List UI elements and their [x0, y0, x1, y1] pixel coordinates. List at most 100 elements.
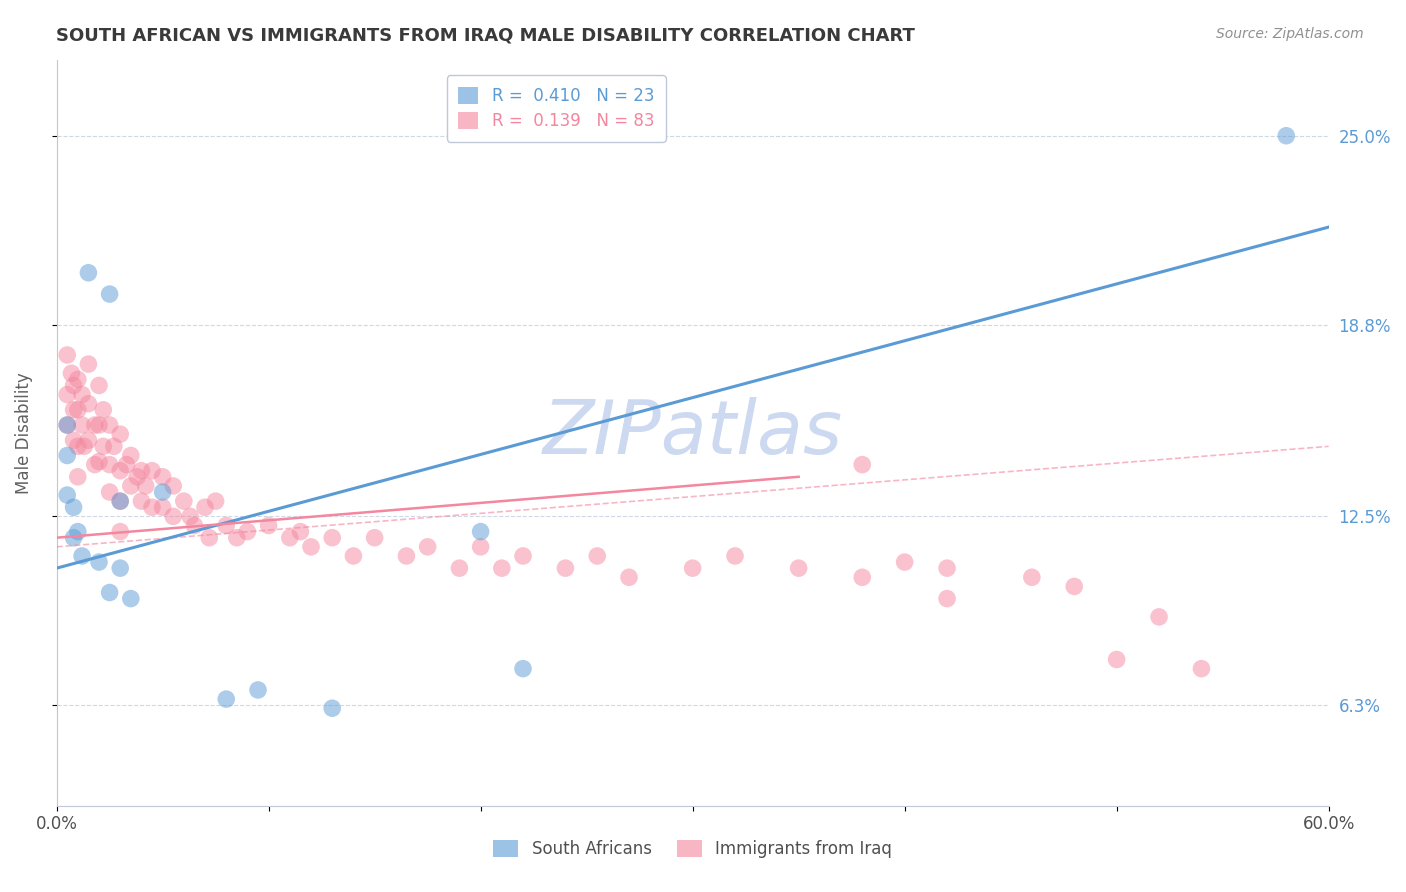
- Text: Source: ZipAtlas.com: Source: ZipAtlas.com: [1216, 27, 1364, 41]
- Point: [135, 479, 157, 493]
- Point: [56, 348, 79, 362]
- Point: [936, 591, 959, 606]
- Point: [60, 366, 83, 380]
- Point: [198, 531, 221, 545]
- Point: [87, 454, 110, 468]
- Point: [1275, 128, 1298, 143]
- Point: [215, 518, 238, 533]
- Point: [62, 531, 84, 545]
- Point: [724, 549, 747, 563]
- Point: [66, 372, 89, 386]
- Point: [56, 449, 79, 463]
- Point: [141, 500, 163, 515]
- Point: [62, 402, 84, 417]
- Point: [321, 531, 343, 545]
- Point: [225, 531, 247, 545]
- Point: [91, 402, 114, 417]
- Point: [77, 434, 100, 448]
- Point: [87, 378, 110, 392]
- Point: [103, 439, 125, 453]
- Point: [110, 464, 132, 478]
- Point: [363, 531, 385, 545]
- Point: [299, 540, 322, 554]
- Point: [66, 402, 89, 417]
- Point: [91, 439, 114, 453]
- Point: [395, 549, 418, 563]
- Point: [586, 549, 609, 563]
- Point: [87, 417, 110, 432]
- Point: [62, 378, 84, 392]
- Point: [120, 449, 142, 463]
- Point: [491, 561, 513, 575]
- Point: [290, 524, 312, 539]
- Point: [77, 266, 100, 280]
- Point: [1021, 570, 1043, 584]
- Point: [1105, 652, 1128, 666]
- Point: [470, 540, 492, 554]
- Point: [120, 591, 142, 606]
- Point: [62, 434, 84, 448]
- Point: [893, 555, 915, 569]
- Point: [682, 561, 704, 575]
- Point: [83, 458, 105, 472]
- Point: [77, 397, 100, 411]
- Point: [98, 417, 121, 432]
- Point: [83, 417, 105, 432]
- Point: [141, 464, 163, 478]
- Point: [236, 524, 259, 539]
- Point: [73, 439, 96, 453]
- Point: [204, 494, 226, 508]
- Point: [70, 549, 93, 563]
- Point: [98, 585, 121, 599]
- Point: [173, 494, 195, 508]
- Point: [70, 387, 93, 401]
- Point: [66, 470, 89, 484]
- Point: [183, 518, 205, 533]
- Point: [70, 417, 93, 432]
- Point: [131, 494, 153, 508]
- Point: [120, 479, 142, 493]
- Point: [1147, 610, 1170, 624]
- Point: [110, 427, 132, 442]
- Point: [787, 561, 810, 575]
- Point: [162, 509, 184, 524]
- Point: [215, 692, 238, 706]
- Point: [87, 555, 110, 569]
- Point: [449, 561, 471, 575]
- Point: [617, 570, 640, 584]
- Point: [278, 531, 301, 545]
- Point: [470, 524, 492, 539]
- Point: [56, 488, 79, 502]
- Point: [162, 479, 184, 493]
- Point: [194, 500, 217, 515]
- Point: [110, 494, 132, 508]
- Point: [98, 458, 121, 472]
- Text: ZIPatlas: ZIPatlas: [543, 397, 842, 468]
- Point: [416, 540, 439, 554]
- Point: [56, 417, 79, 432]
- Point: [179, 509, 201, 524]
- Point: [98, 287, 121, 301]
- Point: [152, 500, 174, 515]
- Point: [512, 549, 534, 563]
- Point: [62, 500, 84, 515]
- Point: [66, 524, 89, 539]
- Text: SOUTH AFRICAN VS IMMIGRANTS FROM IRAQ MALE DISABILITY CORRELATION CHART: SOUTH AFRICAN VS IMMIGRANTS FROM IRAQ MA…: [56, 27, 915, 45]
- Point: [66, 439, 89, 453]
- Point: [342, 549, 364, 563]
- Point: [512, 662, 534, 676]
- Point: [131, 464, 153, 478]
- Point: [1063, 579, 1085, 593]
- Point: [554, 561, 576, 575]
- Point: [115, 458, 138, 472]
- Point: [77, 357, 100, 371]
- Point: [98, 485, 121, 500]
- Point: [127, 470, 149, 484]
- Point: [257, 518, 280, 533]
- Point: [56, 417, 79, 432]
- Point: [110, 561, 132, 575]
- Point: [1191, 662, 1213, 676]
- Point: [851, 458, 873, 472]
- Point: [110, 524, 132, 539]
- Point: [321, 701, 343, 715]
